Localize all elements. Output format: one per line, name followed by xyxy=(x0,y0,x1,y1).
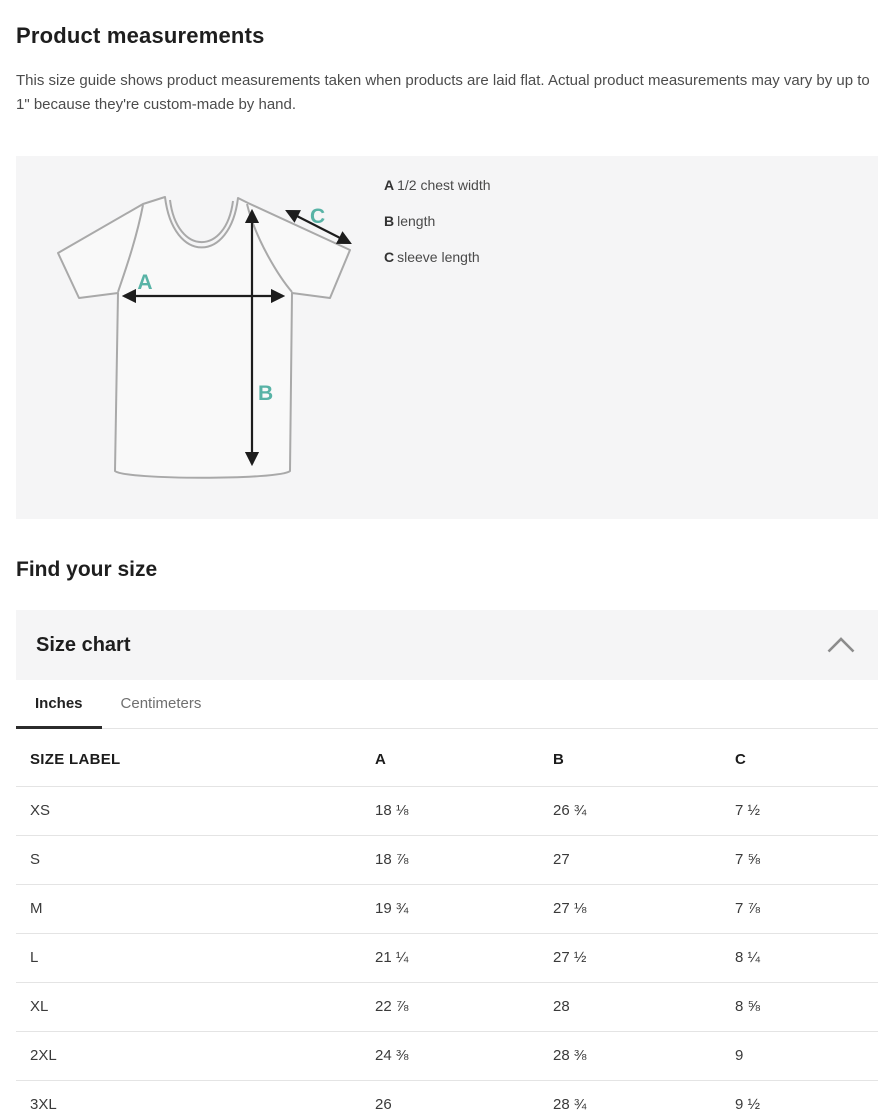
table-row: S 18 ⅞ 27 7 ⅝ xyxy=(16,835,878,885)
measure-a-cell: 19 ¾ xyxy=(361,884,539,934)
tshirt-measurement-diagram: A B C xyxy=(57,196,352,479)
legend-text-a: 1/2 chest width xyxy=(397,177,491,193)
measure-b-cell: 27 xyxy=(539,835,721,885)
size-cell: L xyxy=(16,933,361,983)
measurement-arrows xyxy=(121,208,352,467)
measure-b-cell: 27 ½ xyxy=(539,933,721,983)
measure-c-cell: 7 ⅞ xyxy=(721,884,878,934)
label-a: A xyxy=(137,271,152,294)
col-header-a: A xyxy=(361,729,539,787)
legend-item-a: A 1/2 chest width xyxy=(384,178,491,192)
size-chart-table: SIZE LABEL A B C XS 18 ⅛ 26 ¾ 7 ½ S 18 ⅞… xyxy=(16,729,878,1116)
size-cell: S xyxy=(16,835,361,885)
legend-text-b: length xyxy=(397,213,436,229)
measure-a-cell: 26 xyxy=(361,1080,539,1116)
legend-key-a: A xyxy=(384,177,395,193)
measure-a-cell: 21 ¼ xyxy=(361,933,539,983)
size-cell: 3XL xyxy=(16,1080,361,1116)
measure-c-cell: 9 xyxy=(721,1031,878,1081)
size-cell: 2XL xyxy=(16,1031,361,1081)
table-row: L 21 ¼ 27 ½ 8 ¼ xyxy=(16,933,878,983)
unit-tabs: Inches Centimeters xyxy=(16,680,878,729)
measure-b-cell: 26 ¾ xyxy=(539,786,721,836)
measure-a-cell: 18 ⅞ xyxy=(361,835,539,885)
size-guide-description: This size guide shows product measuremen… xyxy=(16,72,870,113)
tab-centimeters[interactable]: Centimeters xyxy=(120,695,202,712)
table-row: 3XL 26 28 ¾ 9 ½ xyxy=(16,1080,878,1116)
measure-b-cell: 28 ⅜ xyxy=(539,1031,721,1081)
legend-key-b: B xyxy=(384,213,395,229)
measure-c-cell: 9 ½ xyxy=(721,1080,878,1116)
table-row: XS 18 ⅛ 26 ¾ 7 ½ xyxy=(16,786,878,836)
col-header-c: C xyxy=(721,729,878,787)
table-header-row: SIZE LABEL A B C xyxy=(16,729,878,787)
size-cell: XL xyxy=(16,982,361,1032)
legend-text-c: sleeve length xyxy=(397,249,480,265)
measure-b-cell: 28 xyxy=(539,982,721,1032)
measure-b-cell: 27 ⅛ xyxy=(539,884,721,934)
table-row: XL 22 ⅞ 28 8 ⅝ xyxy=(16,982,878,1032)
size-cell: XS xyxy=(16,786,361,836)
table-row: 2XL 24 ⅜ 28 ⅜ 9 xyxy=(16,1031,878,1081)
legend-key-c: C xyxy=(384,249,395,265)
product-measurements-section: Product measurements This size guide sho… xyxy=(0,23,894,1116)
tshirt-outline-shape xyxy=(57,196,351,479)
size-cell: M xyxy=(16,884,361,934)
table-row: M 19 ¾ 27 ⅛ 7 ⅞ xyxy=(16,884,878,934)
col-header-b: B xyxy=(539,729,721,787)
measure-a-cell: 18 ⅛ xyxy=(361,786,539,836)
measure-c-cell: 7 ½ xyxy=(721,786,878,836)
find-your-size-title: Find your size xyxy=(16,558,158,581)
measure-b-cell: 28 ¾ xyxy=(539,1080,721,1116)
measure-a-cell: 22 ⅞ xyxy=(361,982,539,1032)
size-chart-collapse-header[interactable]: Size chart xyxy=(16,610,878,680)
chevron-up-icon[interactable] xyxy=(826,636,856,654)
measure-c-cell: 8 ¼ xyxy=(721,933,878,983)
col-header-size-label: SIZE LABEL xyxy=(16,729,361,787)
tab-inches[interactable]: Inches xyxy=(16,680,102,729)
measure-a-cell: 24 ⅜ xyxy=(361,1031,539,1081)
measure-c-cell: 8 ⅝ xyxy=(721,982,878,1032)
page-title: Product measurements xyxy=(16,23,265,48)
measure-c-cell: 7 ⅝ xyxy=(721,835,878,885)
label-c: C xyxy=(310,205,325,228)
size-chart-title: Size chart xyxy=(36,633,131,656)
label-b: B xyxy=(258,382,273,405)
